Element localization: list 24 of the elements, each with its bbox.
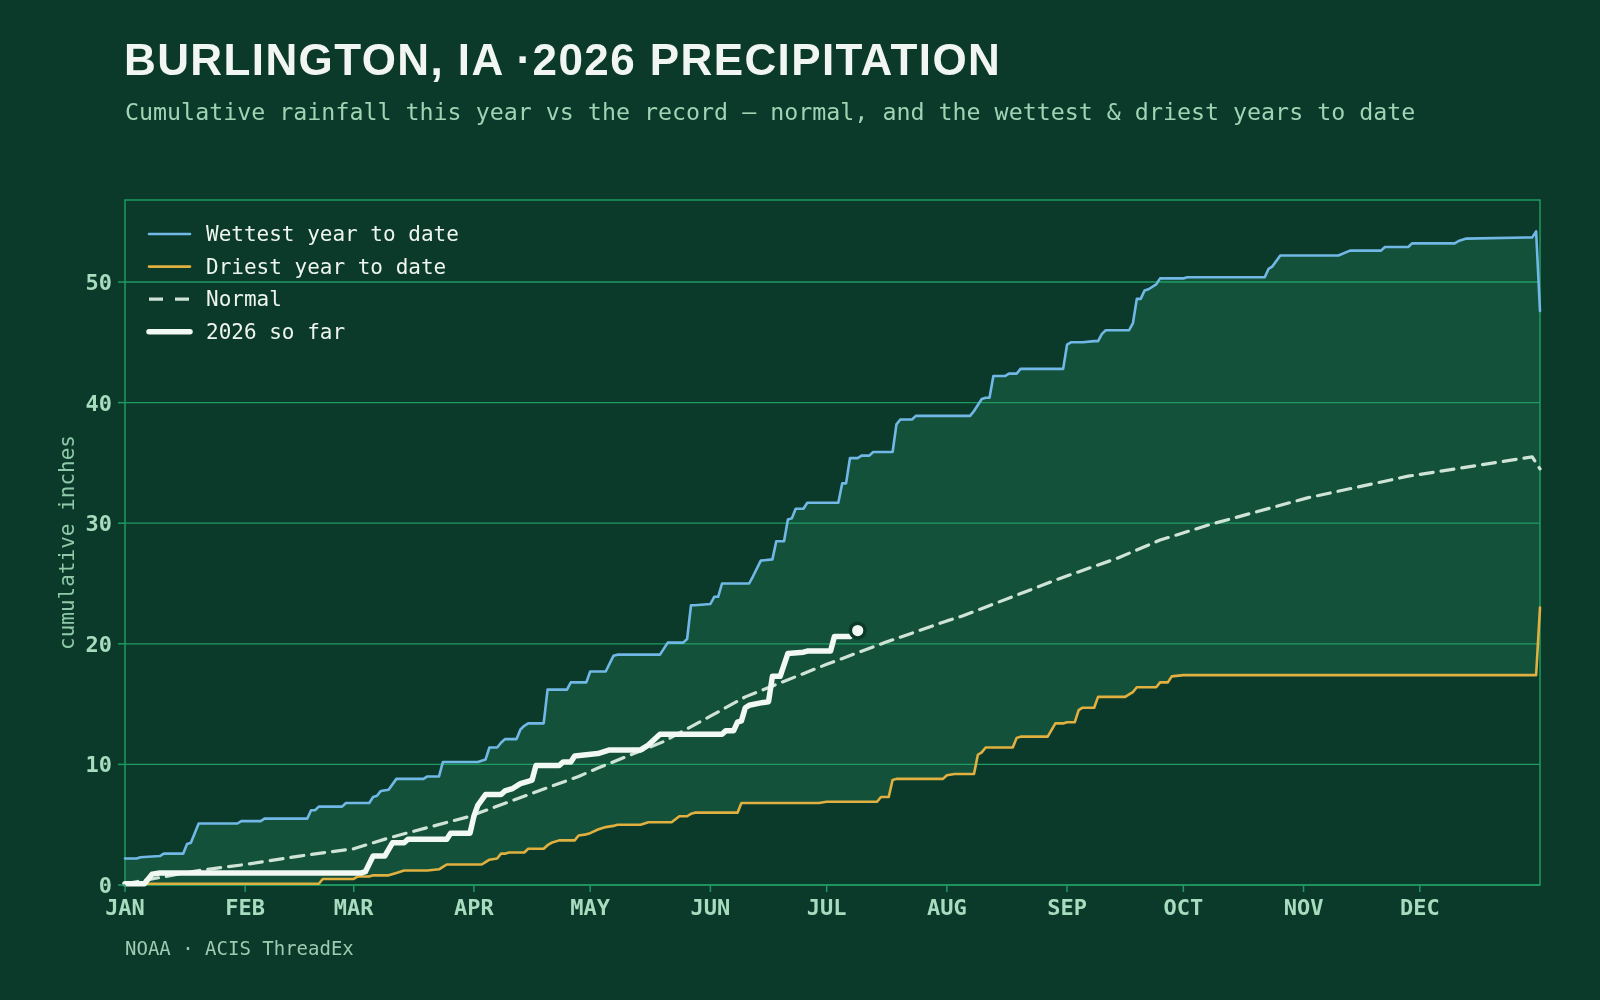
chart-title: BURLINGTON, IA ·2026 PRECIPITATION — [124, 35, 1002, 84]
text: NOAA · ACIS ThreadEx — [125, 937, 354, 959]
x-tick-label: APR — [454, 894, 495, 920]
y-tick-label: 50 — [85, 269, 112, 295]
chart-subtitle: Cumulative rainfall this year vs the record — normal, and the wettest & driest years to date — [125, 98, 1416, 125]
x-tick-label: JUL — [806, 894, 847, 920]
y-tick-label: 10 — [85, 751, 112, 777]
x-tick-label: MAR — [333, 894, 375, 920]
y-axis-title: cumulative inches — [55, 435, 79, 650]
legend-label: Wettest year to date — [206, 222, 459, 246]
legend-label: Driest year to date — [206, 254, 447, 279]
legend-label: 2026 so far — [206, 319, 346, 344]
x-tick-label: DEC — [1399, 894, 1440, 920]
x-tick-label: OCT — [1163, 894, 1204, 920]
y-tick-label: 20 — [85, 631, 112, 657]
legend-label: Normal — [206, 287, 282, 312]
x-tick-label: JUN — [690, 894, 731, 920]
x-tick-label: MAY — [570, 894, 611, 920]
y-tick-label: 30 — [85, 510, 112, 536]
y-tick-label: 40 — [85, 390, 112, 416]
x-tick-label: SEP — [1047, 894, 1087, 920]
x-tick-label: NOV — [1283, 894, 1324, 920]
x-tick-label: FEB — [225, 894, 266, 920]
x-tick-label: AUG — [926, 894, 967, 920]
